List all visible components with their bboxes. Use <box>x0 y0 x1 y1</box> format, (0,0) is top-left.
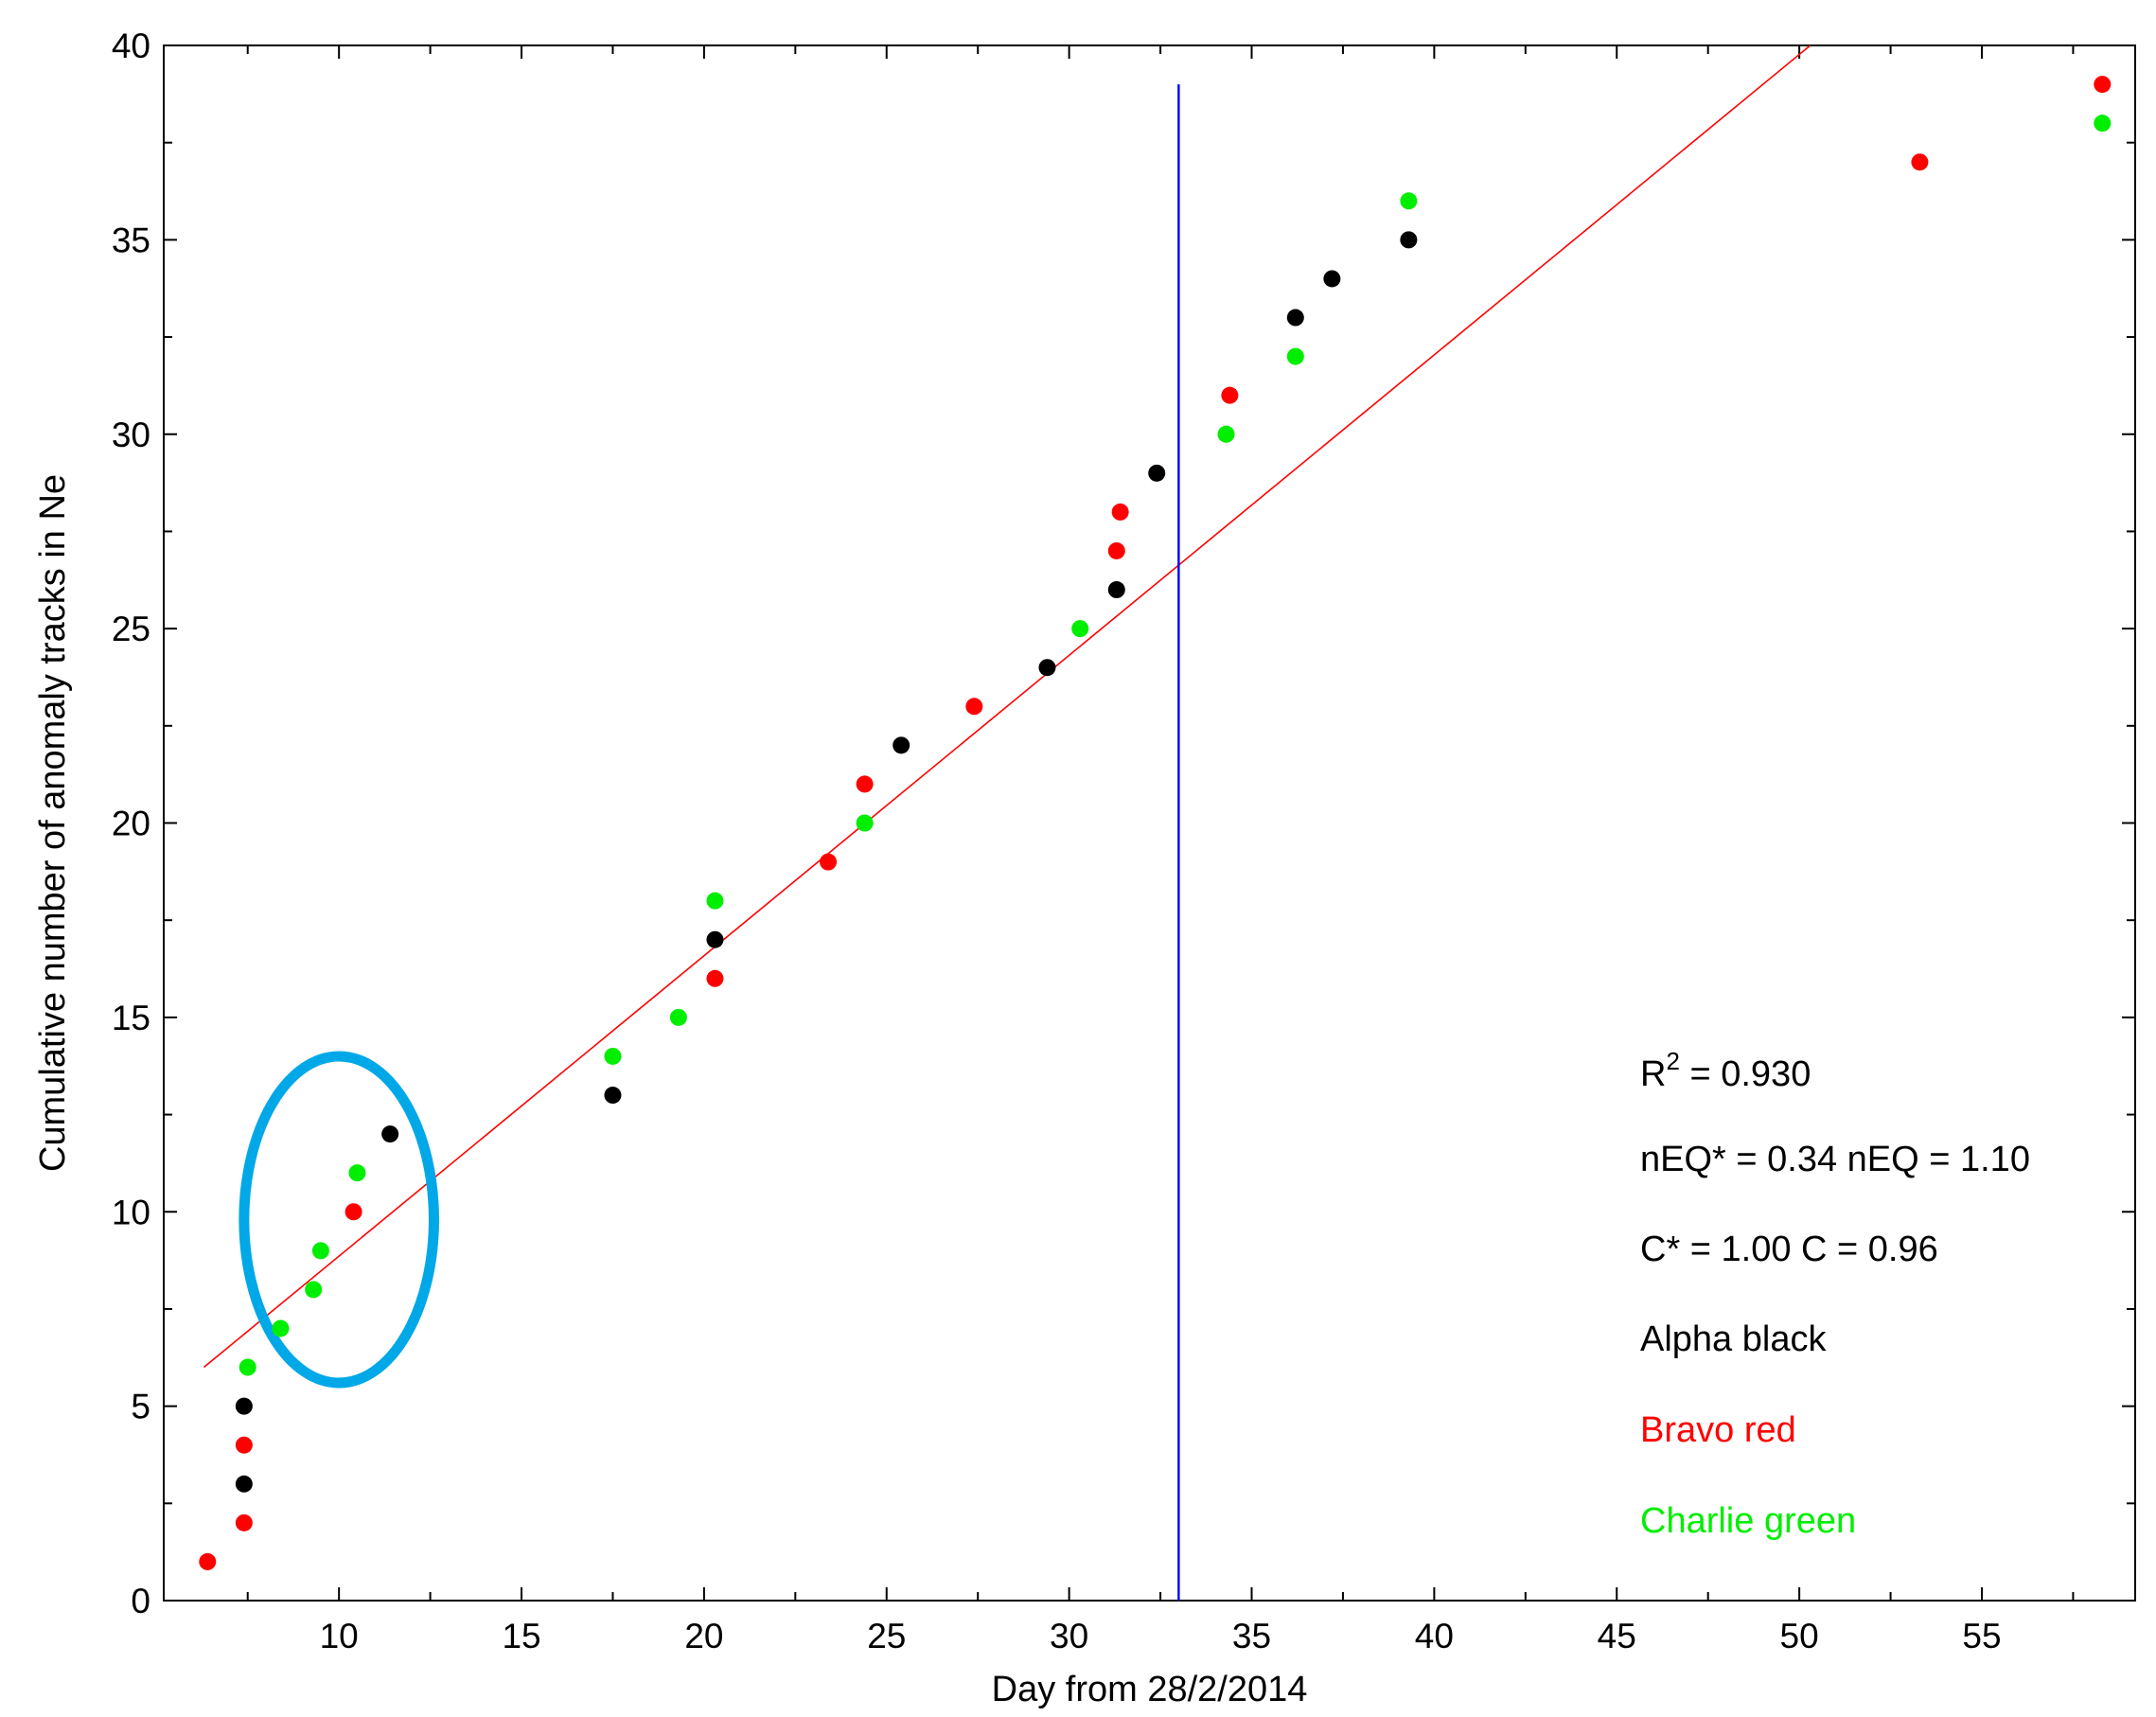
point-alpha <box>1148 464 1166 482</box>
r-squared-value: = 0.930 <box>1680 1054 1811 1094</box>
y-tick-label: 0 <box>131 1582 150 1620</box>
point-charlie <box>1286 347 1304 365</box>
y-tick-label: 5 <box>131 1388 150 1426</box>
point-charlie <box>856 814 874 832</box>
annotation-block: R2 = 0.930 nEQ* = 0.34 nEQ = 1.10 C* = 1… <box>1640 1047 2030 1541</box>
point-charlie <box>1217 425 1235 443</box>
point-bravo <box>1911 153 1929 171</box>
point-alpha <box>235 1475 253 1493</box>
x-tick-label: 40 <box>1415 1617 1454 1655</box>
point-bravo <box>820 853 838 871</box>
highlight-ellipse <box>239 1051 439 1389</box>
x-tick-label: 20 <box>684 1617 723 1655</box>
point-bravo <box>2094 76 2112 94</box>
point-charlie <box>348 1164 366 1182</box>
y-tick-label: 20 <box>112 805 150 843</box>
x-tick-label: 45 <box>1598 1617 1636 1655</box>
point-alpha <box>1038 659 1056 677</box>
y-tick-label: 40 <box>112 27 150 65</box>
point-charlie <box>239 1358 256 1376</box>
y-tick-label: 10 <box>112 1193 150 1231</box>
c-annotation: C* = 1.00 C = 0.96 <box>1640 1230 1938 1269</box>
point-bravo <box>235 1436 253 1454</box>
point-charlie <box>669 1008 687 1026</box>
x-tick-label: 30 <box>1050 1617 1088 1655</box>
data-points <box>199 76 2112 1570</box>
point-alpha <box>706 930 724 948</box>
regression-line <box>203 44 1811 1369</box>
x-tick-label: 55 <box>1962 1617 2001 1655</box>
point-alpha <box>235 1397 253 1415</box>
point-bravo <box>1111 503 1129 521</box>
point-charlie <box>2094 115 2112 133</box>
y-axis-label: Cumulative number of anomaly tracks in N… <box>33 474 73 1172</box>
y-tick-label: 35 <box>112 221 150 259</box>
point-charlie <box>706 892 724 910</box>
x-axis: 10 15 20 25 30 35 40 45 50 55 <box>246 45 2075 1655</box>
point-bravo <box>345 1203 362 1221</box>
point-bravo <box>965 698 983 716</box>
point-charlie <box>311 1242 329 1260</box>
point-alpha <box>892 736 910 754</box>
y-tick-label: 15 <box>112 999 150 1037</box>
legend-alpha: Alpha black <box>1640 1319 1827 1359</box>
point-bravo <box>1107 541 1125 559</box>
r-squared-sup: 2 <box>1666 1047 1679 1075</box>
point-alpha <box>1286 309 1304 327</box>
r-squared-base: R <box>1640 1054 1666 1094</box>
point-alpha <box>381 1125 399 1143</box>
point-alpha <box>1107 581 1125 599</box>
point-bravo <box>856 775 874 793</box>
point-charlie <box>305 1281 323 1299</box>
x-tick-label: 25 <box>867 1617 906 1655</box>
x-axis-label: Day from 28/2/2014 <box>992 1670 1308 1709</box>
point-bravo <box>706 969 724 987</box>
plot-area <box>163 44 2136 1602</box>
y-tick-label: 30 <box>112 416 150 454</box>
point-charlie <box>1400 192 1418 210</box>
point-charlie <box>272 1319 290 1337</box>
point-alpha <box>604 1087 622 1105</box>
x-tick-label: 15 <box>502 1617 540 1655</box>
y-tick-label: 25 <box>112 610 150 648</box>
point-alpha <box>1400 231 1418 249</box>
point-charlie <box>1071 620 1089 638</box>
point-bravo <box>235 1513 253 1531</box>
point-bravo <box>1221 386 1239 404</box>
point-alpha <box>1323 270 1341 288</box>
r-squared-annotation: R2 = 0.930 <box>1640 1047 1811 1094</box>
x-tick-label: 10 <box>320 1617 359 1655</box>
neq-annotation: nEQ* = 0.34 nEQ = 1.10 <box>1640 1140 2030 1179</box>
point-charlie <box>604 1047 622 1065</box>
x-tick-label: 35 <box>1232 1617 1271 1655</box>
y-axis: 0 5 10 15 20 25 30 35 40 <box>112 27 2135 1620</box>
legend-charlie: Charlie green <box>1640 1501 1856 1541</box>
x-tick-label: 50 <box>1780 1617 1819 1655</box>
point-bravo <box>199 1552 217 1570</box>
legend-bravo: Bravo red <box>1640 1410 1796 1450</box>
